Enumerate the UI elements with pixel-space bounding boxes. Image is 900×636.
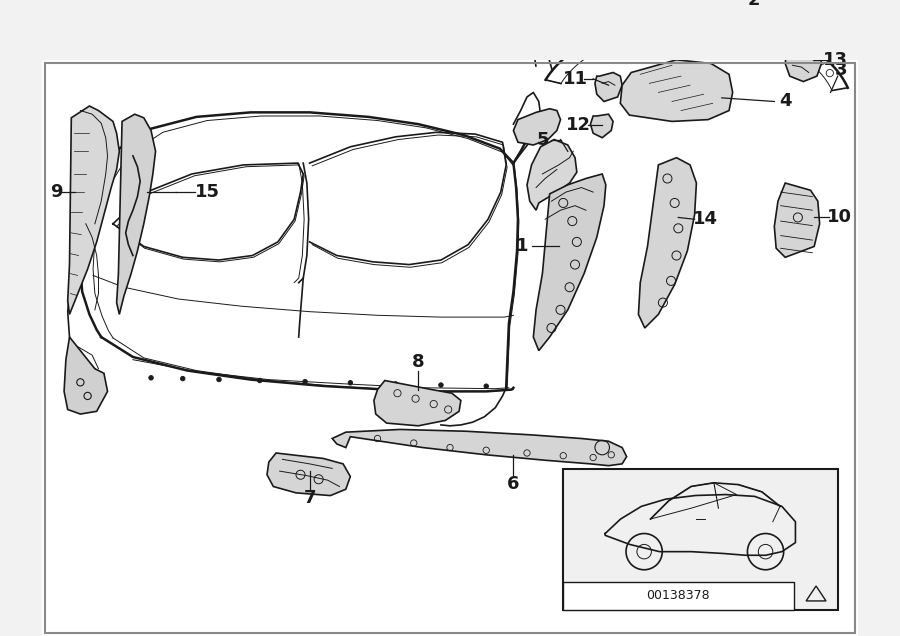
Text: 1: 1	[517, 237, 528, 256]
Circle shape	[217, 377, 221, 382]
Polygon shape	[590, 114, 613, 138]
Circle shape	[148, 375, 153, 380]
Polygon shape	[68, 106, 120, 314]
Bar	[562, 469, 838, 610]
Polygon shape	[774, 183, 820, 258]
Text: 13: 13	[823, 51, 848, 69]
Polygon shape	[620, 60, 733, 121]
Polygon shape	[332, 429, 626, 466]
Polygon shape	[527, 139, 577, 211]
Bar	[562, 582, 794, 610]
Text: 2: 2	[747, 0, 760, 9]
Text: 5: 5	[536, 130, 549, 149]
Text: 8: 8	[412, 354, 425, 371]
Polygon shape	[267, 453, 350, 495]
Text: 6: 6	[508, 475, 519, 493]
Polygon shape	[513, 109, 561, 145]
Circle shape	[181, 377, 185, 381]
Circle shape	[302, 380, 307, 384]
Polygon shape	[374, 380, 461, 426]
Polygon shape	[638, 158, 697, 328]
Text: 11: 11	[562, 70, 588, 88]
Text: 12: 12	[566, 116, 591, 134]
Polygon shape	[534, 174, 606, 350]
Text: 3: 3	[835, 61, 848, 79]
Text: 7: 7	[303, 489, 316, 508]
Text: 14: 14	[693, 211, 718, 228]
Polygon shape	[686, 0, 744, 25]
Text: 4: 4	[778, 92, 791, 111]
Text: 10: 10	[827, 209, 852, 226]
Circle shape	[393, 382, 398, 386]
Circle shape	[438, 383, 443, 387]
Polygon shape	[117, 114, 156, 314]
Polygon shape	[64, 337, 108, 414]
Polygon shape	[595, 73, 622, 102]
Circle shape	[348, 380, 353, 385]
Circle shape	[257, 378, 262, 383]
Text: 9: 9	[50, 183, 62, 201]
Text: 15: 15	[194, 183, 220, 201]
Circle shape	[484, 384, 489, 389]
Polygon shape	[785, 38, 822, 81]
Text: 00138378: 00138378	[646, 590, 710, 602]
